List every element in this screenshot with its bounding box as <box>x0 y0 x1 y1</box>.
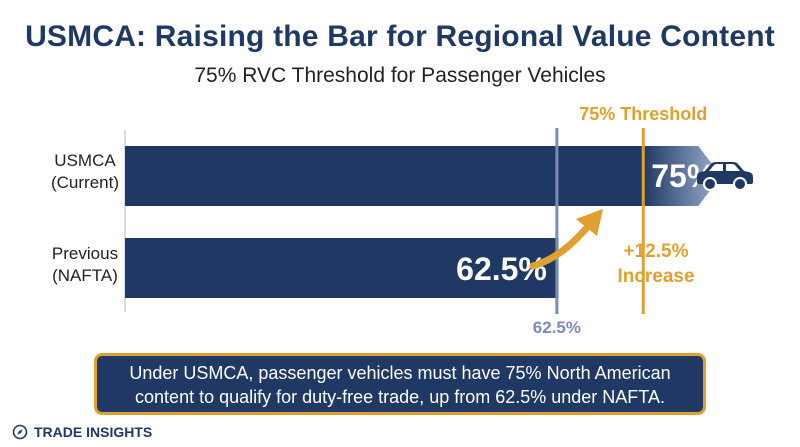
threshold-label: 75% Threshold <box>579 104 707 124</box>
category-label-usmca: USMCA (Current) <box>30 150 140 194</box>
summary-text-line: content to qualify for duty-free trade, … <box>135 387 665 407</box>
category-label-line: Previous <box>51 244 119 263</box>
increase-annotation-line: Increase <box>617 266 694 287</box>
brand-footer: TRADE INSIGHTS <box>12 424 152 440</box>
chart-subtitle: 75% RVC Threshold for Passenger Vehicles <box>194 64 606 87</box>
bar-usmca <box>125 146 644 206</box>
curved-arrow-head <box>576 209 603 236</box>
summary-box: Under USMCA, passenger vehicles must hav… <box>94 353 706 415</box>
compass-icon <box>12 424 28 440</box>
category-label-line: (Current) <box>50 173 119 192</box>
increase-annotation-line: +12.5% <box>624 241 689 262</box>
category-label-line: USMCA <box>54 151 116 170</box>
car-icon <box>697 162 753 191</box>
previous-line-label: 62.5% <box>533 318 581 337</box>
bar-nafta <box>125 238 557 298</box>
summary-text-line: Under USMCA, passenger vehicles must hav… <box>129 363 671 383</box>
category-label-nafta: Previous (NAFTA) <box>30 243 140 287</box>
category-label-line: (NAFTA) <box>52 266 118 285</box>
brand-label: TRADE INSIGHTS <box>34 424 153 440</box>
bar-usmca-arrow-tail <box>643 146 722 206</box>
page-title: USMCA: Raising the Bar for Regional Valu… <box>25 20 775 53</box>
